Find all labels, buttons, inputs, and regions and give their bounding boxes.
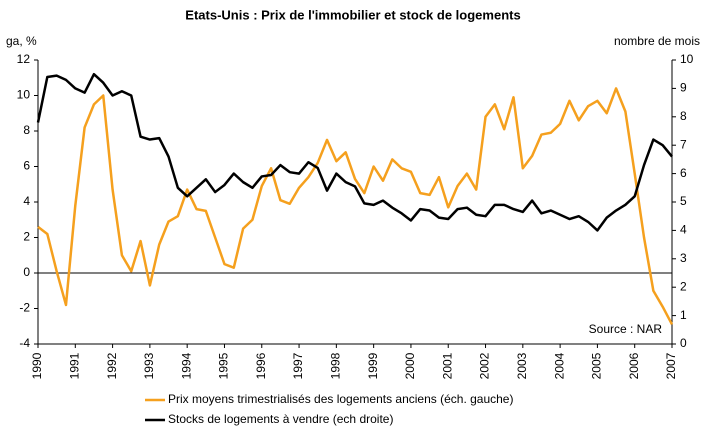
x-tick-label: 1990	[30, 352, 44, 379]
x-tick-label: 1993	[142, 352, 156, 379]
y-tick-label: 8	[23, 123, 30, 137]
y-tick-label: 6	[23, 159, 30, 173]
x-tick-label: 2006	[627, 352, 641, 379]
y-tick-label: 4	[23, 194, 30, 208]
x-tick-label: 2004	[552, 352, 566, 379]
legend-label: Stocks de logements à vendre (ech droite…	[168, 412, 393, 426]
x-tick-label: 1998	[329, 352, 343, 379]
y2-tick-label: 7	[680, 137, 687, 151]
x-tick-label: 2007	[664, 352, 678, 379]
y2-tick-label: 8	[680, 109, 687, 123]
x-tick-label: 1999	[366, 352, 380, 379]
x-tick-label: 1997	[291, 352, 305, 379]
y-tick-label: -4	[19, 336, 30, 350]
x-tick-label: 1992	[105, 352, 119, 379]
y-tick-label: 12	[17, 52, 31, 66]
y-tick-label: 2	[23, 230, 30, 244]
y-tick-label: -2	[19, 301, 30, 315]
x-tick-label: 2001	[440, 352, 454, 379]
y2-tick-label: 6	[680, 166, 687, 180]
y2-axis-label: nombre de mois	[614, 34, 700, 48]
y2-tick-label: 2	[680, 279, 687, 293]
x-tick-label: 2002	[478, 352, 492, 379]
y-axis-label: ga, %	[6, 34, 37, 48]
y2-tick-label: 1	[680, 308, 687, 322]
y-tick-label: 10	[17, 88, 31, 102]
y2-tick-label: 10	[680, 52, 694, 66]
x-tick-label: 2003	[515, 352, 529, 379]
y2-tick-label: 5	[680, 194, 687, 208]
x-tick-label: 2005	[590, 352, 604, 379]
x-tick-label: 1994	[179, 352, 193, 379]
y2-tick-label: 4	[680, 223, 687, 237]
series-line	[37, 87, 674, 326]
annotation: Source : NAR	[589, 322, 663, 336]
x-tick-label: 1995	[217, 352, 231, 379]
x-tick-label: 1996	[254, 352, 268, 379]
y2-tick-label: 0	[680, 336, 687, 350]
chart-title: Etats-Unis : Prix de l'immobilier et sto…	[185, 7, 520, 22]
series-line	[36, 72, 673, 232]
y-tick-label: 0	[23, 265, 30, 279]
x-tick-label: 1991	[67, 352, 81, 379]
y2-tick-label: 3	[680, 251, 687, 265]
y2-tick-label: 9	[680, 81, 687, 95]
legend-label: Prix moyens trimestrialisés des logement…	[168, 392, 513, 406]
x-tick-label: 2000	[403, 352, 417, 379]
